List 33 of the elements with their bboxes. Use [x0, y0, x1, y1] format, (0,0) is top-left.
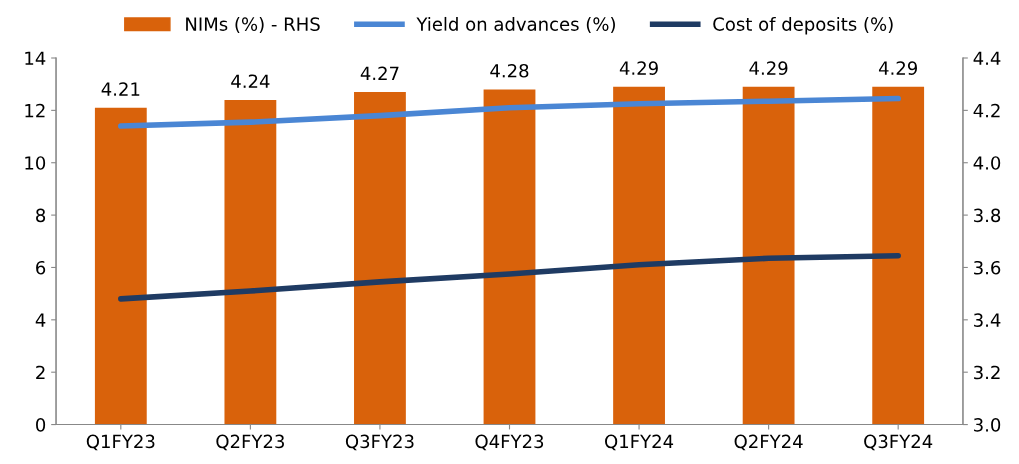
- x-tick-label: Q3FY23: [345, 434, 414, 451]
- y2-tick-label: 3.6: [974, 260, 1001, 275]
- y2-tick-label: 3.0: [974, 418, 1001, 432]
- data-label: 4.27: [360, 66, 399, 80]
- y2-tick-label: 3.4: [974, 313, 1001, 327]
- y2-tick-label: 4.2: [973, 103, 1000, 118]
- x-tick-label: Q2FY24: [734, 434, 803, 451]
- x-tick-label: Q1FY24: [605, 434, 674, 451]
- y2-tick-label: 3.8: [974, 208, 1001, 223]
- y-tick-label: 12: [25, 103, 45, 118]
- y-tick-label: 6: [36, 260, 46, 275]
- x-tick-label: Q1FY23: [86, 434, 155, 451]
- y2-tick-label: 4.0: [973, 156, 1001, 170]
- legend-label: NIMs (%) - RHS: [186, 16, 320, 34]
- y2-tick-label: 4.4: [973, 51, 1001, 65]
- y-tick-label: 0: [36, 418, 46, 432]
- data-label: 4.28: [490, 63, 529, 78]
- y-tick-label: 14: [25, 51, 46, 65]
- y-tick-label: 8: [36, 208, 46, 223]
- legend-label: Cost of deposits (%): [713, 16, 893, 35]
- legend-label: Yield on advances (%): [416, 16, 615, 34]
- data-label: 4.29: [878, 61, 918, 75]
- x-tick-label: Q4FY23: [475, 434, 544, 451]
- data-label: 4.29: [619, 61, 658, 75]
- y2-tick-label: 3.2: [974, 365, 1000, 380]
- y-tick-label: 2: [36, 365, 45, 380]
- y-tick-label: 4: [35, 313, 46, 327]
- x-tick-label: Q3FY24: [864, 434, 933, 451]
- data-label: 4.21: [101, 82, 140, 96]
- x-tick-label: Q2FY23: [216, 434, 284, 451]
- data-label: 4.24: [231, 74, 270, 88]
- data-label: 4.29: [749, 61, 788, 75]
- y-tick-label: 10: [25, 156, 46, 170]
